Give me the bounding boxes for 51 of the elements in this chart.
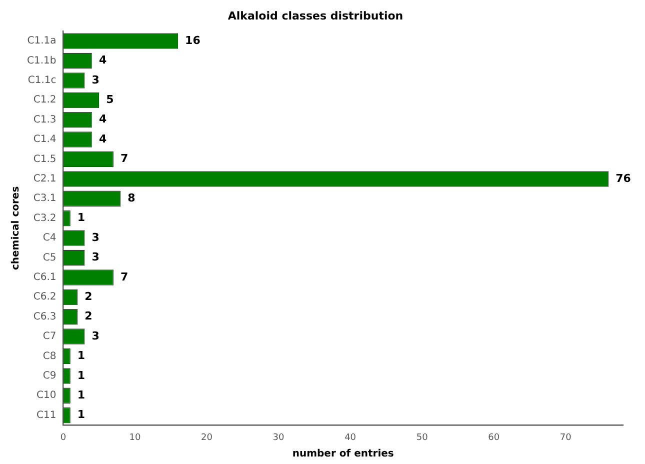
x-tick-label: 50 <box>416 432 428 443</box>
y-tick-label: C6.2 <box>33 292 56 303</box>
y-tick-label: C9 <box>42 370 56 382</box>
data-label: 1 <box>77 368 86 382</box>
data-label: 1 <box>77 211 86 224</box>
x-tick-label: 20 <box>201 432 213 443</box>
data-label: 3 <box>92 73 100 86</box>
y-tick-label: C1.4 <box>33 134 56 146</box>
y-tick-label: C1.1c <box>28 75 56 86</box>
y-tick-label: C6.1 <box>33 272 56 284</box>
x-tick-label: 60 <box>488 432 500 443</box>
data-label: 7 <box>120 270 128 284</box>
data-label: 3 <box>92 329 100 342</box>
data-label: 8 <box>128 192 136 205</box>
data-label: 4 <box>98 132 107 146</box>
data-label: 2 <box>84 290 92 304</box>
y-tick-label: C1.1b <box>27 55 56 66</box>
data-label: 1 <box>77 408 86 422</box>
y-tick-label: C1.2 <box>33 94 56 106</box>
y-tick-label: C11 <box>36 410 56 421</box>
data-label: 1 <box>77 388 86 402</box>
y-tick-label: C7 <box>42 331 56 342</box>
y-tick-label: C10 <box>36 390 56 402</box>
y-tick-label: C6.3 <box>33 311 56 322</box>
data-label: 16 <box>185 34 201 47</box>
y-tick-label: C3.1 <box>33 193 56 204</box>
data-label: 7 <box>120 152 128 166</box>
data-label: 3 <box>92 250 100 264</box>
x-tick-label: 70 <box>560 432 572 443</box>
chart-title: Alkaloid classes distribution <box>228 9 404 22</box>
y-tick-label: C3.2 <box>33 212 56 224</box>
y-tick-label: C5 <box>42 252 56 264</box>
x-tick-label: 0 <box>60 432 66 443</box>
y-tick-label: C1.5 <box>33 154 56 165</box>
data-label: 5 <box>106 93 114 106</box>
x-axis-title: number of entries <box>292 448 394 460</box>
data-label: 2 <box>84 310 92 323</box>
data-label: 3 <box>92 230 100 244</box>
y-axis-title: chemical cores <box>10 186 22 270</box>
data-label: 76 <box>616 172 632 185</box>
x-tick-label: 30 <box>272 432 285 443</box>
x-tick-label: 10 <box>129 432 141 443</box>
y-tick-label: C1.1a <box>27 36 56 47</box>
y-tick-label: C4 <box>42 232 56 244</box>
x-tick-label: 40 <box>344 432 356 443</box>
y-tick-label: C8 <box>42 350 56 362</box>
data-label: 4 <box>98 54 107 67</box>
data-label: 4 <box>98 112 107 126</box>
y-tick-label: C2.1 <box>33 174 56 185</box>
data-label: 1 <box>77 349 86 362</box>
y-tick-label: C1.3 <box>33 114 56 126</box>
